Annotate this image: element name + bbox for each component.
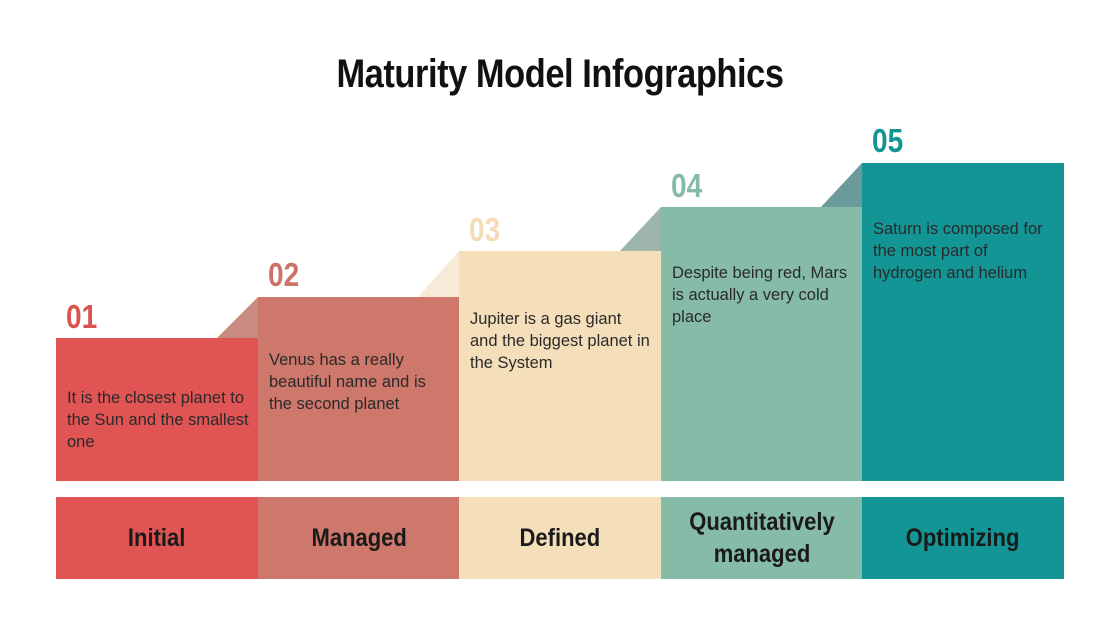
step-shade-2 (418, 251, 459, 297)
step-4-number: 04 (671, 167, 703, 204)
step-1-block: It is the closest planet to the Sun and … (56, 338, 258, 481)
step-4-label: Quantitatively managed (661, 497, 863, 579)
step-2-label: Managed (258, 497, 460, 579)
step-5-number: 05 (872, 122, 904, 159)
step-2-label-text: Managed (311, 524, 407, 552)
step-5-label: Optimizing (862, 497, 1064, 579)
step-4-label-text: Quantitatively managed (689, 508, 835, 568)
step-3-label-text: Defined (519, 524, 601, 552)
step-1-label: Initial (56, 497, 258, 579)
step-5-text: Saturn is composed for the most part of … (873, 220, 1043, 282)
step-4-block: Despite being red, Mars is actually a ve… (661, 207, 863, 481)
step-2-number: 02 (268, 256, 300, 293)
step-3-text: Jupiter is a gas giant and the biggest p… (470, 310, 650, 372)
step-shade-1 (217, 297, 258, 338)
step-2-text: Venus has a really beautiful name and is… (269, 351, 426, 413)
step-1-text: It is the closest planet to the Sun and … (67, 389, 249, 451)
step-3-label: Defined (459, 497, 661, 579)
step-2-block: Venus has a really beautiful name and is… (258, 297, 460, 481)
step-4-text: Despite being red, Mars is actually a ve… (672, 264, 848, 326)
page-title: Maturity Model Infographics (336, 52, 784, 96)
step-5-block: Saturn is composed for the most part of … (862, 163, 1064, 481)
step-5-label-text: Optimizing (906, 524, 1020, 552)
step-shade-4 (821, 163, 862, 207)
step-shade-3 (620, 207, 661, 251)
step-3-number: 03 (469, 211, 501, 248)
step-1-number: 01 (66, 298, 98, 335)
step-3-block: Jupiter is a gas giant and the biggest p… (459, 251, 661, 481)
step-1-label-text: Initial (128, 524, 186, 552)
